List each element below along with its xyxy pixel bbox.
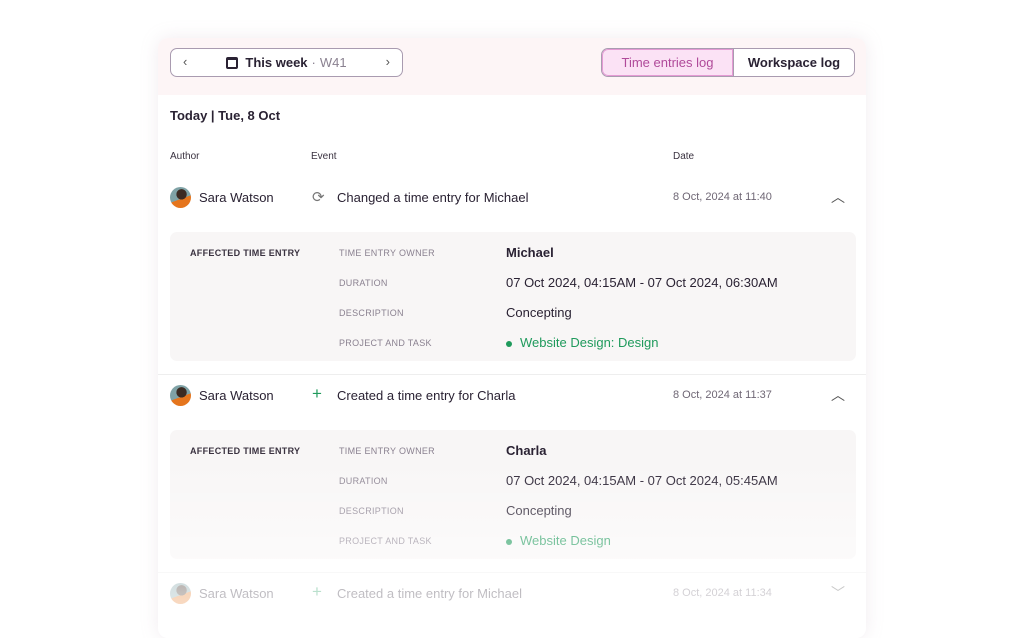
event-text: Changed a time entry for Michael [337,190,529,205]
plus-icon: + [312,384,322,403]
description-value: Concepting [506,305,572,320]
details-section-label: AFFECTED TIME ENTRY [190,248,301,258]
event-date: 8 Oct, 2024 at 11:37 [673,389,772,401]
fade-overlay [158,458,866,638]
event-text: Created a time entry for Charla [337,388,516,403]
event-date: 8 Oct, 2024 at 11:40 [673,191,772,203]
affected-entry-details: AFFECTED TIME ENTRY TIME ENTRY OWNER Micha… [170,232,856,361]
owner-value: Charla [506,443,547,458]
column-event: Event [311,151,337,162]
column-author: Author [170,151,200,162]
chevron-up-icon[interactable]: ︿ [831,189,845,205]
log-type-toggle: Time entries log Workspace log [601,48,855,77]
owner-label: TIME ENTRY OWNER [339,446,435,456]
week-number-sep: · [311,55,316,70]
project-value[interactable]: Website Design: Design [506,335,659,350]
owner-label: TIME ENTRY OWNER [339,248,435,258]
project-name: Website Design: Design [520,335,659,350]
log-entry-row[interactable]: Sara Watson + Created a time entry for Cha… [158,384,866,409]
log-header: ‹ This week · W41 › Time entries log Wor… [158,38,866,95]
row-divider [158,374,866,375]
duration-value: 07 Oct 2024, 04:15AM - 07 Oct 2024, 06:3… [506,275,778,290]
log-entry-row[interactable]: Sara Watson ⟳ Changed a time entry for Mic… [158,187,866,211]
chevron-left-icon[interactable]: ‹ [183,54,188,69]
refresh-icon: ⟳ [312,189,325,206]
week-label: This week [245,55,308,70]
author-name: Sara Watson [199,388,274,403]
chevron-up-icon[interactable]: ︿ [831,387,845,403]
details-section-label: AFFECTED TIME ENTRY [190,446,301,456]
activity-log-card: ‹ This week · W41 › Time entries log Wor… [158,38,866,638]
project-color-dot [506,340,512,347]
owner-value: Michael [506,245,554,260]
chevron-right-icon[interactable]: › [385,54,390,69]
week-selector[interactable]: ‹ This week · W41 › [170,48,403,77]
week-number: W41 [319,55,347,70]
avatar [170,385,191,406]
project-label: PROJECT AND TASK [339,338,432,348]
duration-label: DURATION [339,278,388,288]
tab-workspace-log[interactable]: Workspace log [733,49,854,76]
section-title: Today | Tue, 8 Oct [170,108,281,123]
column-date: Date [673,151,695,162]
author-name: Sara Watson [199,190,274,205]
avatar [170,187,191,208]
description-label: DESCRIPTION [339,308,404,318]
calendar-icon [226,56,239,69]
tab-time-entries-log[interactable]: Time entries log [602,49,733,76]
